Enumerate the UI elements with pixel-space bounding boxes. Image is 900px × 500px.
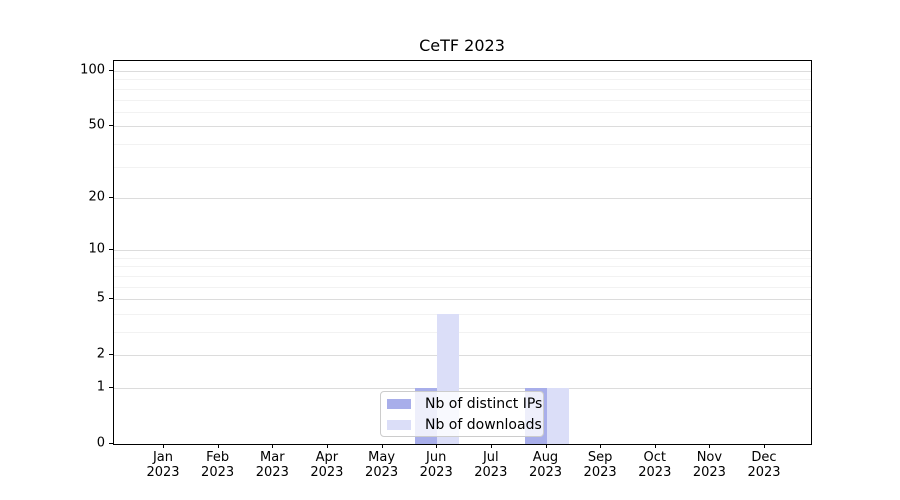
gridline-major: [114, 355, 811, 357]
x-tick-year: 2023: [146, 465, 180, 480]
x-tick: [272, 444, 274, 448]
x-tick: [326, 444, 328, 448]
x-tick-label: May 2023: [365, 450, 398, 480]
x-tick-month: Feb: [206, 450, 230, 465]
gridline-minor: [114, 99, 811, 101]
bar-nb-of-downloads: [546, 388, 569, 444]
x-tick: [436, 444, 438, 448]
x-tick-label: Jun 2023: [420, 450, 453, 480]
x-tick-year: 2023: [365, 465, 399, 480]
gridline-minor: [114, 332, 811, 333]
x-tick: [381, 444, 383, 448]
x-tick-label: Dec 2023: [747, 450, 780, 480]
x-tick-label: Apr 2023: [310, 450, 343, 480]
gridline-minor: [114, 313, 811, 315]
x-tick-year: 2023: [201, 465, 235, 480]
legend: Nb of distinct IPs Nb of downloads: [380, 391, 544, 437]
legend-item: Nb of downloads: [387, 415, 543, 434]
gridline-minor: [114, 79, 811, 81]
plot-area: Nb of distinct IPs Nb of downloads: [113, 60, 812, 445]
x-tick: [709, 444, 711, 448]
y-tick-label: 20: [88, 189, 105, 205]
x-tick-month: May: [368, 450, 396, 465]
x-tick-year: 2023: [638, 465, 672, 480]
gridline-major: [114, 126, 811, 128]
x-tick-year: 2023: [583, 465, 617, 480]
y-tick: [109, 196, 113, 198]
x-tick-year: 2023: [255, 465, 289, 480]
y-tick-label: 50: [88, 117, 105, 133]
gridline-minor: [114, 143, 811, 145]
gridline-major: [114, 197, 811, 199]
gridline-minor: [114, 266, 811, 268]
x-tick-year: 2023: [747, 465, 781, 480]
x-tick-year: 2023: [528, 465, 563, 480]
y-tick: [109, 387, 113, 388]
x-tick-month: Jan: [152, 450, 174, 465]
gridline-minor: [114, 286, 811, 288]
x-tick-month: Mar: [260, 450, 285, 465]
gridline-minor: [114, 275, 811, 277]
y-tick-label: 100: [80, 62, 105, 78]
x-tick-month: Dec: [751, 450, 777, 465]
x-tick-month: Aug: [532, 450, 559, 465]
x-tick: [545, 444, 547, 448]
x-tick: [217, 444, 219, 448]
x-tick: [163, 444, 164, 448]
bar-layer: [114, 61, 811, 444]
y-tick: [109, 443, 113, 444]
gridline-major: [114, 250, 811, 252]
x-tick: [764, 444, 765, 448]
legend-swatch: [387, 398, 411, 409]
y-axis: 0 1 2 5 10 20 50 100: [0, 60, 105, 451]
x-tick: [654, 444, 656, 448]
x-tick-label: Jul 2023: [474, 450, 507, 480]
grid-layer: [114, 61, 811, 444]
gridline-major: [114, 71, 811, 72]
y-tick-label: 0: [96, 435, 105, 451]
x-tick: [600, 444, 602, 448]
x-tick-label: Nov 2023: [693, 450, 726, 480]
x-tick-label: Sep 2023: [584, 450, 617, 480]
x-tick-year: 2023: [474, 465, 508, 480]
x-tick-month: Jun: [426, 450, 447, 465]
y-tick-label: 5: [96, 290, 105, 306]
y-tick: [109, 298, 113, 300]
y-tick-label: 10: [88, 241, 105, 257]
legend-item: Nb of distinct IPs: [387, 394, 543, 413]
x-tick-month: Jul: [482, 450, 499, 465]
x-tick-month: Apr: [315, 450, 339, 465]
x-tick-month: Oct: [643, 450, 667, 465]
gridline-minor: [114, 166, 811, 168]
x-tick-year: 2023: [692, 465, 726, 480]
legend-label: Nb of downloads: [425, 416, 542, 433]
gridline-minor: [114, 111, 811, 113]
x-tick-label: Mar 2023: [256, 450, 289, 480]
x-tick-label: Jan 2023: [146, 450, 179, 480]
y-tick-label: 1: [96, 379, 105, 395]
gridline-minor: [114, 257, 811, 259]
y-tick: [109, 125, 113, 127]
x-tick-month: Sep: [587, 450, 613, 465]
legend-label: Nb of distinct IPs: [425, 395, 543, 412]
x-tick-year: 2023: [310, 465, 344, 480]
y-tick: [109, 354, 113, 356]
y-tick-label: 2: [96, 346, 105, 362]
legend-swatch: [387, 419, 411, 430]
x-tick-month: Nov: [696, 450, 723, 465]
x-tick-year: 2023: [419, 465, 453, 480]
x-axis: Jan 2023 Feb 2023 Mar 2023 Apr 2023 May 2023 Jun 20…: [113, 450, 810, 490]
x-tick-label: Aug 2023: [529, 450, 562, 480]
gridline-major: [114, 388, 811, 389]
chart-title: CeTF 2023: [419, 36, 505, 55]
gridline-major: [114, 299, 811, 301]
x-tick-label: Oct 2023: [638, 450, 671, 480]
x-tick: [490, 444, 492, 448]
y-tick: [109, 70, 113, 71]
x-tick-label: Feb 2023: [201, 450, 234, 480]
y-tick: [109, 249, 113, 251]
gridline-minor: [114, 88, 811, 90]
